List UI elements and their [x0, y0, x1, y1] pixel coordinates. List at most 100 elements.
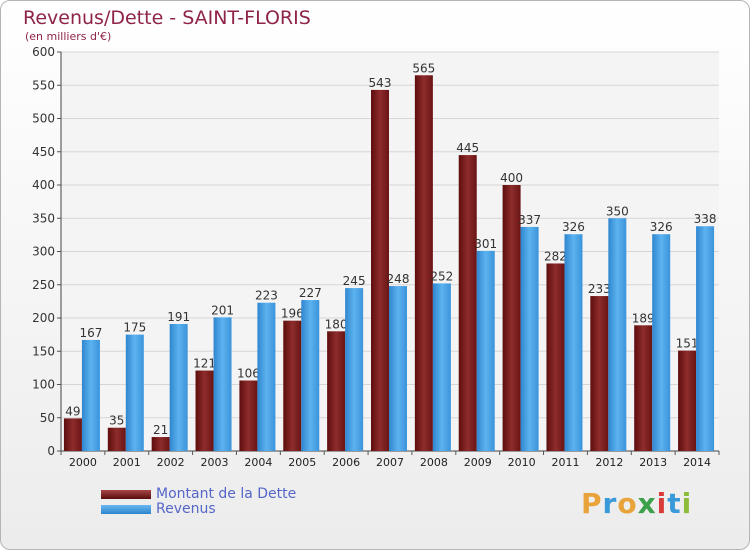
chart-subtitle: (en milliers d'€) — [25, 30, 112, 43]
data-label-dette: 400 — [500, 171, 523, 185]
bar-dette — [327, 331, 346, 451]
data-label-revenus: 223 — [255, 289, 278, 303]
y-tick-label: 600 — [32, 45, 55, 59]
chart-title: Revenus/Dette - SAINT-FLORIS — [23, 7, 311, 29]
data-label-revenus: 337 — [518, 213, 541, 227]
y-tick-label: 0 — [47, 444, 55, 458]
bar-dette — [546, 263, 565, 451]
data-label-revenus: 252 — [430, 269, 453, 283]
logo-letter: x — [637, 487, 657, 520]
bar-dette — [678, 350, 697, 451]
bar-dette — [107, 427, 126, 451]
x-tick-label: 2009 — [464, 456, 492, 469]
data-label-revenus: 326 — [562, 220, 585, 234]
data-label-dette: 196 — [281, 307, 304, 321]
data-label-dette: 151 — [676, 337, 699, 351]
bar-revenus — [345, 288, 364, 451]
y-tick-label: 400 — [32, 178, 55, 192]
bar-dette — [590, 296, 609, 451]
bar-dette — [239, 380, 258, 451]
data-label-revenus: 326 — [650, 220, 673, 234]
bar-revenus — [696, 226, 715, 451]
data-label-revenus: 191 — [167, 310, 190, 324]
bar-dette — [151, 437, 170, 451]
y-tick-label: 450 — [32, 145, 55, 159]
x-tick-label: 2001 — [113, 456, 141, 469]
y-tick-label: 550 — [32, 78, 55, 92]
y-tick-label: 150 — [32, 344, 55, 358]
data-label-dette: 282 — [544, 249, 567, 263]
logo-letter: i — [681, 487, 693, 520]
bar-dette — [283, 320, 302, 451]
y-tick-label: 200 — [32, 311, 55, 325]
bar-dette — [414, 75, 433, 452]
data-label-revenus: 167 — [79, 326, 102, 340]
data-label-revenus: 301 — [474, 237, 497, 251]
y-tick-label: 350 — [32, 211, 55, 225]
data-label-revenus: 175 — [123, 321, 146, 335]
bar-revenus — [389, 286, 407, 451]
y-tick-label: 500 — [32, 112, 55, 126]
x-tick-label: 2005 — [288, 456, 316, 469]
data-label-revenus: 338 — [694, 212, 717, 226]
logo-letter: r — [602, 487, 618, 520]
x-tick-label: 2003 — [201, 456, 229, 469]
logo-letter: t — [667, 487, 682, 520]
data-label-dette: 445 — [456, 141, 479, 155]
bar-revenus — [564, 234, 583, 451]
logo-letter: i — [656, 487, 668, 520]
bar-revenus — [652, 234, 671, 451]
data-label-revenus: 227 — [299, 286, 322, 300]
logo-letter: o — [617, 487, 638, 520]
data-label-dette: 189 — [632, 311, 655, 325]
x-tick-label: 2008 — [420, 456, 448, 469]
x-tick-label: 2007 — [376, 456, 404, 469]
y-tick-label: 100 — [32, 378, 55, 392]
data-label-dette: 180 — [325, 317, 348, 331]
bar-dette — [63, 418, 82, 451]
data-label-revenus: 245 — [343, 274, 366, 288]
bar-revenus — [520, 226, 539, 451]
bar-dette — [195, 370, 214, 451]
legend-label-revenus: Revenus — [156, 501, 216, 517]
bar-dette — [634, 325, 653, 451]
bar-revenus — [125, 334, 144, 451]
x-tick-label: 2014 — [683, 456, 711, 469]
x-tick-label: 2012 — [595, 456, 623, 469]
bar-revenus — [81, 339, 100, 451]
data-label-dette: 106 — [237, 367, 260, 381]
data-label-revenus: 350 — [606, 204, 629, 218]
y-tick-label: 50 — [40, 411, 55, 425]
bar-revenus — [432, 283, 451, 451]
x-tick-label: 2010 — [508, 456, 536, 469]
bar-revenus — [608, 218, 627, 451]
x-tick-label: 2004 — [244, 456, 272, 469]
data-label-dette: 35 — [109, 414, 124, 428]
data-label-dette: 49 — [65, 404, 80, 418]
bar-dette — [502, 185, 521, 451]
bar-revenus — [169, 323, 188, 451]
y-tick-label: 250 — [32, 278, 55, 292]
legend-label-dette: Montant de la Dette — [156, 486, 297, 502]
x-tick-label: 2002 — [157, 456, 185, 469]
y-tick-label: 300 — [32, 245, 55, 259]
legend-swatch-revenus — [101, 505, 151, 514]
logo-letter: P — [581, 487, 603, 520]
data-label-revenus: 201 — [211, 303, 234, 317]
data-label-dette: 233 — [588, 282, 611, 296]
bar-revenus — [213, 317, 232, 451]
bar-dette — [458, 155, 477, 451]
x-tick-label: 2013 — [639, 456, 667, 469]
data-label-dette: 121 — [193, 357, 216, 371]
legend-swatch-dette — [101, 490, 151, 499]
bar-revenus — [476, 250, 495, 451]
x-tick-label: 2000 — [69, 456, 97, 469]
data-label-dette: 565 — [412, 61, 435, 75]
data-label-dette: 543 — [369, 76, 392, 90]
proxiti-logo: Proxiti — [581, 487, 692, 520]
data-label-dette: 21 — [153, 423, 168, 437]
data-label-revenus: 248 — [387, 272, 410, 286]
x-tick-label: 2011 — [551, 456, 579, 469]
